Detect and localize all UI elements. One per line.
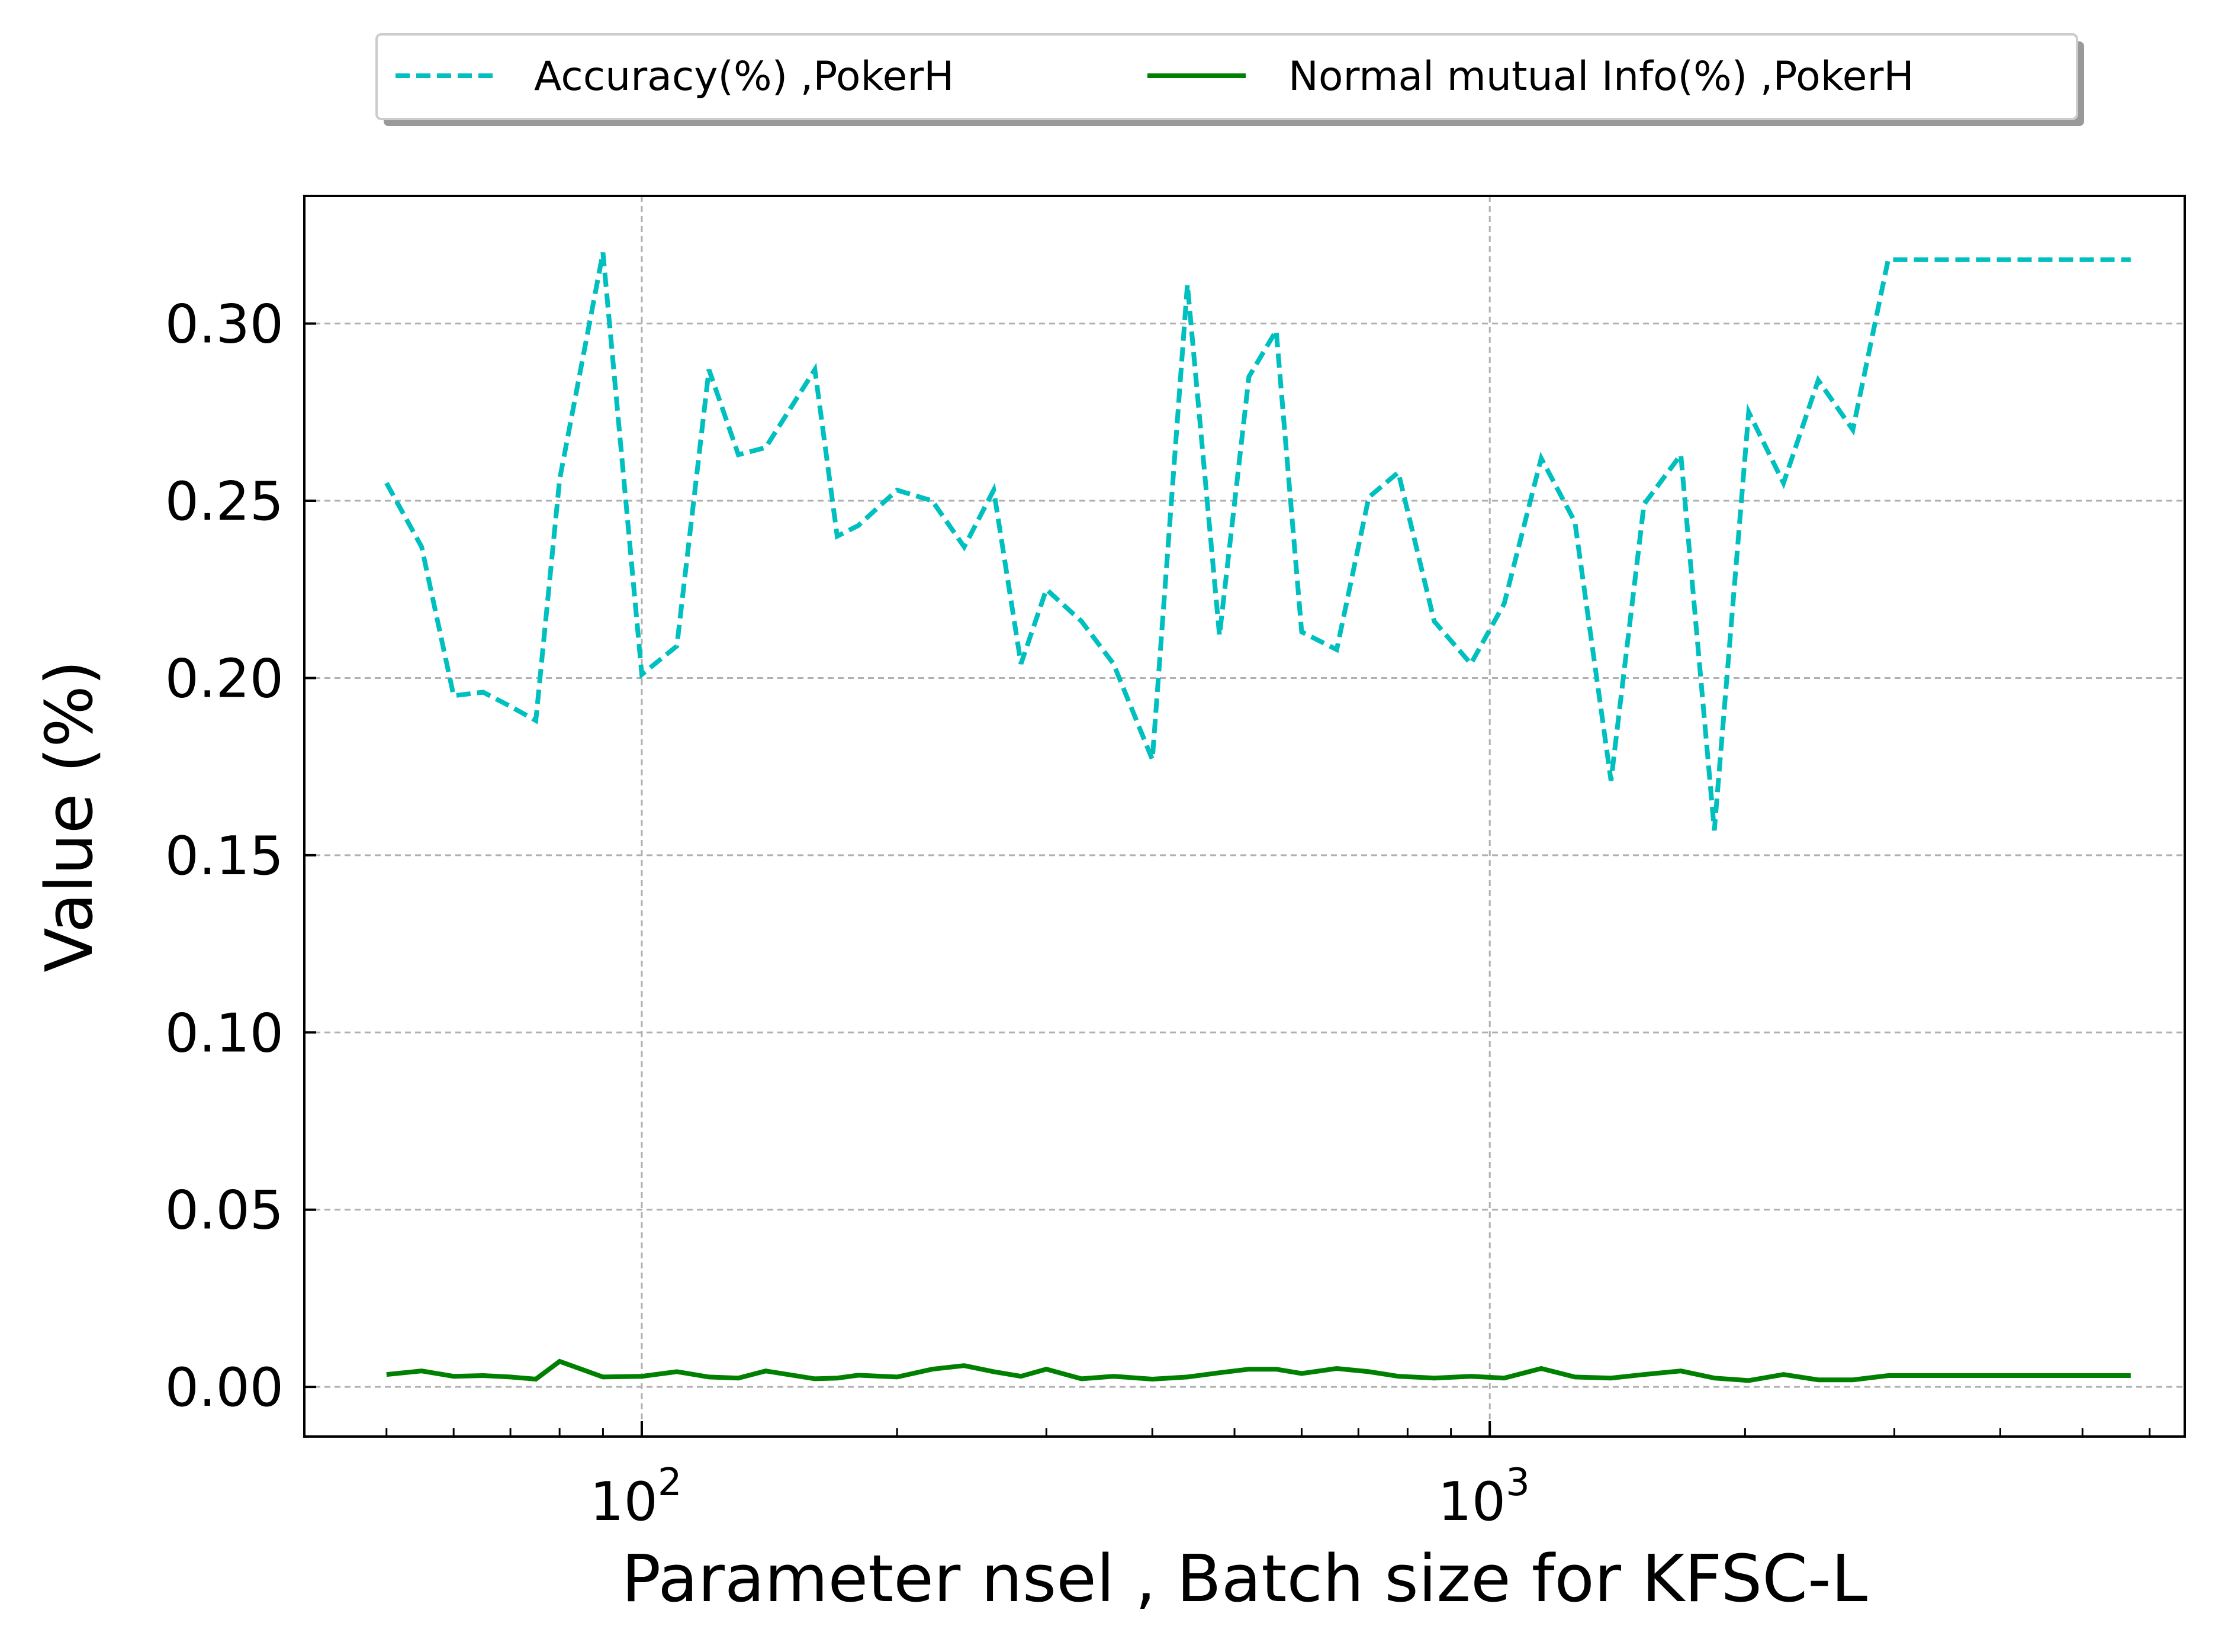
legend: Accuracy(%) ,PokerH Normal mutual Info(%…	[375, 33, 2084, 126]
x-tick-label: 103	[1438, 1461, 1530, 1533]
x-tick-label: 102	[590, 1461, 681, 1533]
y-tick-label: 0.20	[165, 648, 284, 710]
axis-ticks	[304, 322, 2151, 1437]
y-tick-labels: 0.00 0.05 0.10 0.15 0.20 0.25 0.30	[165, 294, 284, 1419]
y-tick-label: 0.00	[165, 1357, 284, 1419]
grid	[304, 196, 2185, 1437]
legend-label-accuracy: Accuracy(%) ,PokerH	[534, 53, 954, 100]
plot-frame	[303, 195, 2186, 1438]
series-line-accuracy	[384, 252, 2131, 831]
y-tick-label: 0.10	[165, 1002, 284, 1064]
x-axis-title: Parameter nsel , Batch size for KFSC-L	[622, 1541, 1867, 1616]
y-axis-title: Value (%)	[31, 660, 107, 972]
y-tick-label: 0.15	[165, 825, 284, 887]
plot-series	[384, 252, 2131, 1383]
series-line-nmi	[386, 1358, 2131, 1383]
y-tick-label: 0.25	[165, 471, 284, 533]
y-tick-label: 0.30	[165, 294, 284, 356]
y-tick-label: 0.05	[165, 1180, 284, 1242]
x-tick-labels: 102 103	[590, 1461, 1530, 1533]
legend-label-nmi: Normal mutual Info(%) ,PokerH	[1288, 53, 1914, 100]
